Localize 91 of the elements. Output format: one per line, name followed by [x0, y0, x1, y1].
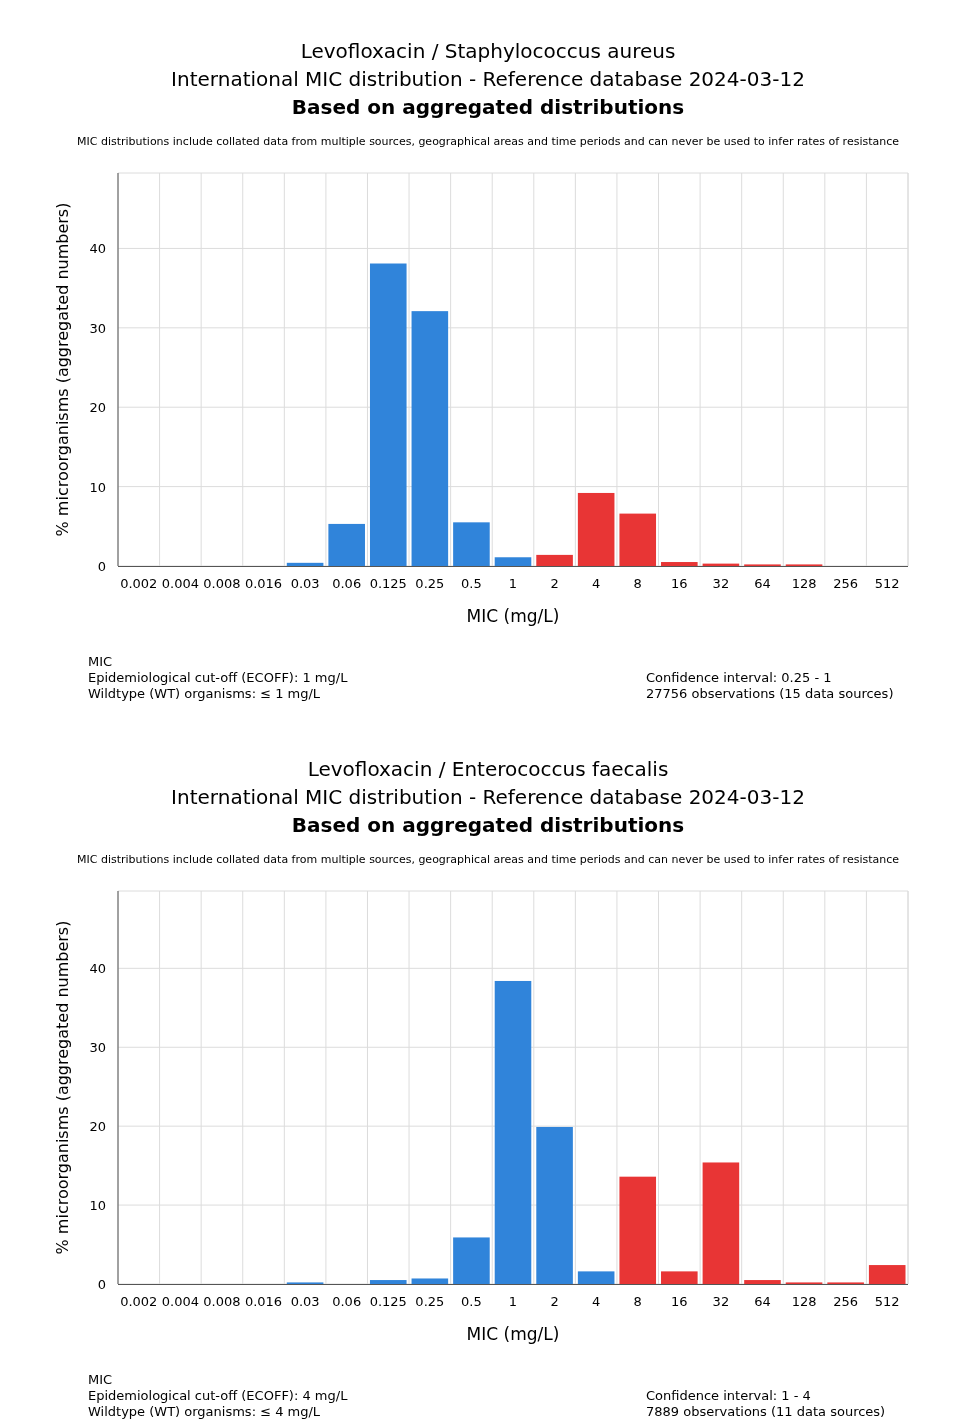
x-tick-label: 256	[833, 576, 859, 591]
x-tick-label: 32	[712, 576, 730, 591]
bar	[369, 1280, 407, 1284]
x-tick-label: 0.25	[415, 1294, 445, 1309]
bar	[661, 1271, 698, 1284]
bar	[328, 523, 365, 566]
chart-title: Levofloxacin / Staphylococcus aureus	[300, 39, 676, 63]
x-tick-label: 512	[874, 576, 900, 591]
x-tick-label: 1	[508, 576, 518, 591]
x-tick-label: 0.002	[120, 576, 158, 591]
x-tick-label: 32	[712, 1294, 730, 1309]
bar	[619, 513, 657, 566]
bar	[868, 1265, 906, 1284]
y-axis-title: % microorganisms (aggregated numbers)	[53, 920, 72, 1255]
text: Wildtype (WT) organisms: ≤ 1 mg/L	[88, 686, 321, 701]
text: 7889 observations (11 data sources)	[646, 1404, 886, 1419]
bar	[577, 1271, 615, 1284]
x-tick-label: 0.016	[244, 576, 283, 591]
y-tick-label: 20	[89, 400, 106, 416]
y-tick-label: 30	[89, 1040, 106, 1056]
bar	[661, 562, 698, 566]
x-tick-label: 0.03	[290, 576, 320, 591]
x-tick-label: 4	[592, 576, 601, 591]
x-tick-label: 0.125	[369, 1294, 407, 1309]
y-tick-label: 30	[89, 320, 106, 336]
bar	[494, 980, 532, 1284]
y-tick-label: 20	[89, 1119, 106, 1135]
x-tick-label: 0.06	[332, 1294, 362, 1309]
bar	[536, 1126, 573, 1284]
x-tick-label: 0.5	[461, 576, 482, 591]
x-tick-label: 0.002	[120, 1294, 158, 1309]
x-tick-label: 0.004	[161, 576, 199, 591]
y-axis-title: % microorganisms (aggregated numbers)	[53, 202, 72, 537]
x-tick-label: 0.06	[332, 576, 362, 591]
bar	[577, 492, 615, 566]
text: MIC distributions include collated data from multiple sources, geographical areas and time periods and can never be used to infer rates of resistance	[76, 135, 900, 148]
x-tick-label: 128	[791, 1294, 817, 1309]
bar	[619, 1176, 657, 1284]
x-tick-label: 16	[671, 576, 688, 591]
x-tick-label: 128	[791, 576, 817, 591]
x-tick-label: 2	[550, 576, 559, 591]
x-tick-label: 2	[550, 1294, 559, 1309]
x-tick-label: 64	[754, 1294, 771, 1309]
y-tick-label: 0	[97, 1277, 106, 1292]
bar	[702, 1162, 740, 1284]
bar	[744, 1280, 781, 1284]
y-tick-label: 10	[89, 479, 106, 495]
x-tick-label: 4	[592, 1294, 601, 1309]
bar	[411, 311, 449, 566]
x-tick-label: 512	[874, 1294, 900, 1309]
text: Wildtype (WT) organisms: ≤ 4 mg/L	[88, 1404, 321, 1419]
x-tick-label: 0.25	[415, 576, 445, 591]
text: Epidemiological cut-off (ECOFF): 4 mg/L	[88, 1388, 349, 1403]
bar	[453, 1237, 490, 1284]
y-tick-label: 40	[89, 961, 106, 977]
text: MIC	[88, 1372, 113, 1387]
x-tick-label: 8	[633, 576, 642, 591]
x-tick-label: 0.008	[203, 1294, 241, 1309]
x-tick-label: 8	[633, 1294, 642, 1309]
x-tick-label: 0.5	[461, 1294, 482, 1309]
x-axis-title: MIC (mg/L)	[466, 606, 560, 626]
bar	[494, 557, 532, 566]
text: Based on aggregated distributions	[291, 95, 685, 119]
bar	[286, 562, 324, 566]
text: Confidence interval: 0.25 - 1	[646, 670, 832, 685]
x-tick-label: 1	[508, 1294, 518, 1309]
x-tick-label: 0.03	[290, 1294, 320, 1309]
text: Based on aggregated distributions	[291, 813, 685, 837]
text: Confidence interval: 1 - 4	[646, 1388, 811, 1403]
text: Epidemiological cut-off (ECOFF): 1 mg/L	[88, 670, 349, 685]
bar	[369, 263, 407, 566]
text: MIC distributions include collated data from multiple sources, geographical areas and time periods and can never be used to infer rates of resistance	[76, 853, 900, 866]
text: 27756 observations (15 data sources)	[646, 686, 894, 701]
x-axis-title: MIC (mg/L)	[466, 1324, 560, 1344]
y-tick-label: 0	[97, 559, 106, 574]
x-tick-label: 16	[671, 1294, 688, 1309]
x-tick-label: 0.016	[244, 1294, 283, 1309]
x-tick-label: 0.125	[369, 576, 407, 591]
bar	[411, 1278, 449, 1284]
y-tick-label: 10	[89, 1198, 106, 1214]
x-tick-label: 0.004	[161, 1294, 199, 1309]
x-tick-label: 64	[754, 576, 771, 591]
chart-subtitle: International MIC distribution - Reference database 2024-03-12	[171, 67, 805, 91]
x-tick-label: 256	[833, 1294, 859, 1309]
chart-title: Levofloxacin / Enterococcus faecalis	[307, 757, 669, 781]
y-tick-label: 40	[89, 241, 106, 257]
x-tick-label: 0.008	[203, 576, 241, 591]
chart-subtitle: International MIC distribution - Reference database 2024-03-12	[171, 785, 805, 809]
text: MIC	[88, 654, 113, 669]
bar	[453, 522, 490, 566]
bar	[536, 554, 573, 566]
